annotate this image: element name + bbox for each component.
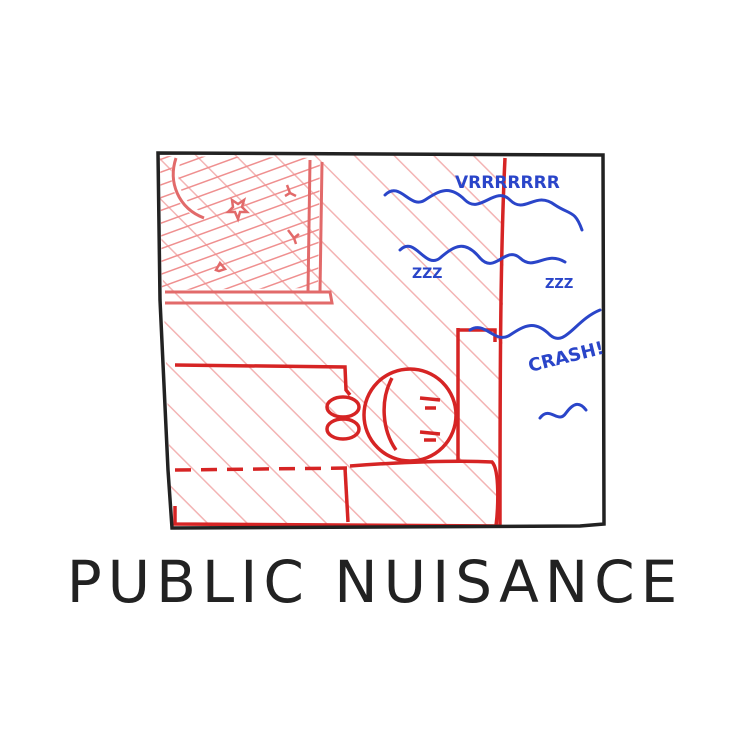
window — [160, 156, 334, 305]
dividing-wall — [498, 157, 507, 529]
panel-border — [156, 151, 606, 530]
sleeper — [325, 367, 458, 463]
moon-icon — [171, 157, 205, 220]
star-icon — [214, 184, 300, 273]
noise-waves — [383, 189, 602, 420]
sound-engine-label: VRRRRRRR — [455, 173, 560, 193]
sound-crash-label: CRASH! — [526, 338, 606, 377]
head — [362, 367, 458, 463]
sound-snore-left-label: ZZZ — [412, 266, 442, 282]
hand — [325, 395, 361, 419]
caption-title: PUBLIC NUISANCE — [66, 548, 684, 616]
angry-eyes — [419, 396, 441, 442]
sound-snore-right-label: ZZZ — [545, 277, 573, 292]
